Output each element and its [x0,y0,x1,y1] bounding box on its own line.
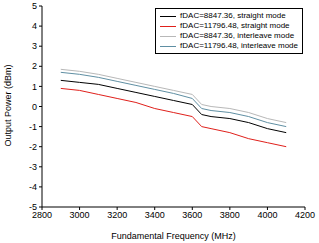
html-text:fDAC=8847.36, straight mode: fDAC=8847.36, straight mode [180,11,286,20]
svg-text:-2: -2 [29,142,37,152]
svg-text:3800: 3800 [220,210,240,220]
svg-text:2800: 2800 [32,210,52,221]
svg-text:4: 4 [32,21,37,31]
svg-text:1: 1 [32,82,37,92]
svg-text:3200: 3200 [107,210,127,220]
svg-text:3400: 3400 [145,210,165,220]
svg-text:3000: 3000 [70,210,90,220]
svg-text:5: 5 [32,1,37,11]
svg-text:-5: -5 [29,202,37,212]
svg-text:-1: -1 [29,122,37,132]
html-text:fDAC=11796.48, straight mode: fDAC=11796.48, straight mode [180,21,290,30]
svg-text:Output Power (dBm): Output Power (dBm) [8,64,13,146]
svg-text:3600: 3600 [182,210,202,220]
svg-text:-3: -3 [29,162,37,172]
html-text:fDAC=11796.48, interleave mode: fDAC=11796.48, interleave mode [180,41,298,50]
svg-text:4000: 4000 [257,210,277,220]
svg-text:-4: -4 [29,182,37,192]
html-text:fDAC=8847.36, interleave mode: fDAC=8847.36, interleave mode [180,31,295,40]
svg-text:2: 2 [32,61,37,71]
svg-text:0: 0 [32,102,37,112]
svg-text:4200: 4200 [295,210,311,220]
svg-text:3: 3 [32,41,37,51]
svg-text:Fundamental Frequency (MHz): Fundamental Frequency (MHz) [111,231,236,241]
